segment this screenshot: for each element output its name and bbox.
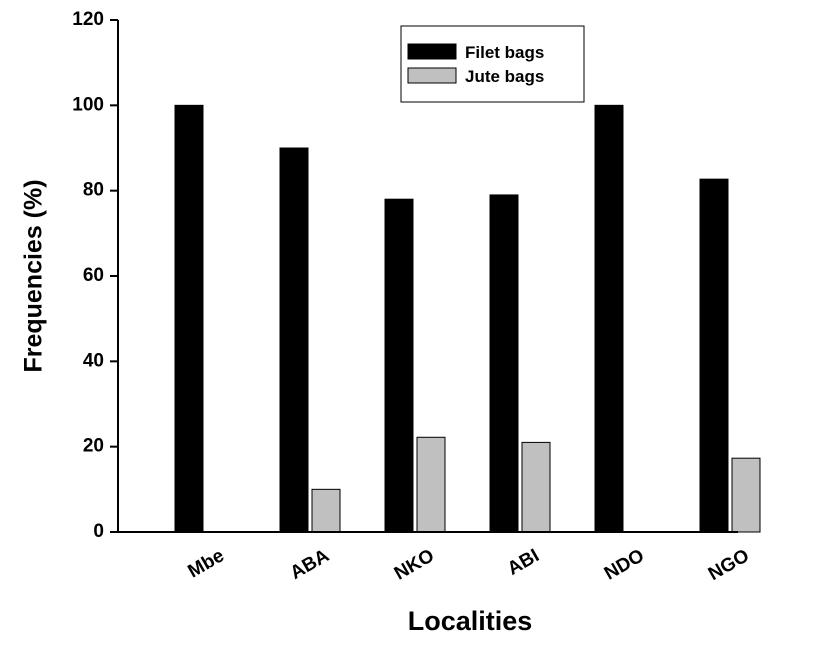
bar-jute-ngo (731, 457, 761, 533)
y-tick-label: 100 (72, 94, 104, 115)
legend: Filet bags Jute bags (400, 25, 585, 103)
x-axis-ticks: Mbe ABA NKO ABI NDO NGO (184, 545, 752, 585)
x-tick-label: NGO (705, 545, 753, 585)
bar-jute-aba (311, 488, 341, 533)
bars-group (174, 104, 761, 533)
bar-filet-mbe (174, 104, 204, 533)
x-axis-title: Localities (408, 606, 533, 636)
bar-jute-nko (416, 436, 446, 533)
x-tick-label: Mbe (184, 545, 227, 582)
bar-filet-abi (489, 194, 519, 533)
y-tick-label: 20 (83, 436, 104, 457)
legend-box (400, 25, 585, 103)
x-tick-label: NKO (391, 545, 438, 584)
bar-filet-aba (279, 147, 309, 533)
legend-swatch-filet (407, 43, 457, 60)
legend-swatch-jute (407, 67, 457, 84)
x-tick-label: ABI (504, 545, 543, 580)
y-axis-ticks: 0 20 40 60 80 100 120 (72, 9, 118, 542)
x-tick-label: ABA (287, 545, 333, 584)
y-tick-label: 0 (93, 521, 104, 542)
y-axis-title: Frequencies (%) (20, 179, 48, 372)
y-tick-label: 80 (83, 180, 104, 201)
legend-label-filet: Filet bags (465, 43, 544, 62)
bar-filet-ndo (594, 104, 624, 533)
legend-label-jute: Jute bags (465, 67, 544, 86)
y-tick-label: 40 (83, 350, 104, 371)
bar-filet-nko (384, 198, 414, 533)
bar-jute-abi (521, 441, 551, 533)
bar-filet-ngo (699, 178, 729, 533)
y-tick-label: 60 (83, 265, 104, 286)
y-tick-label: 120 (72, 9, 104, 30)
x-tick-label: NDO (601, 545, 648, 584)
